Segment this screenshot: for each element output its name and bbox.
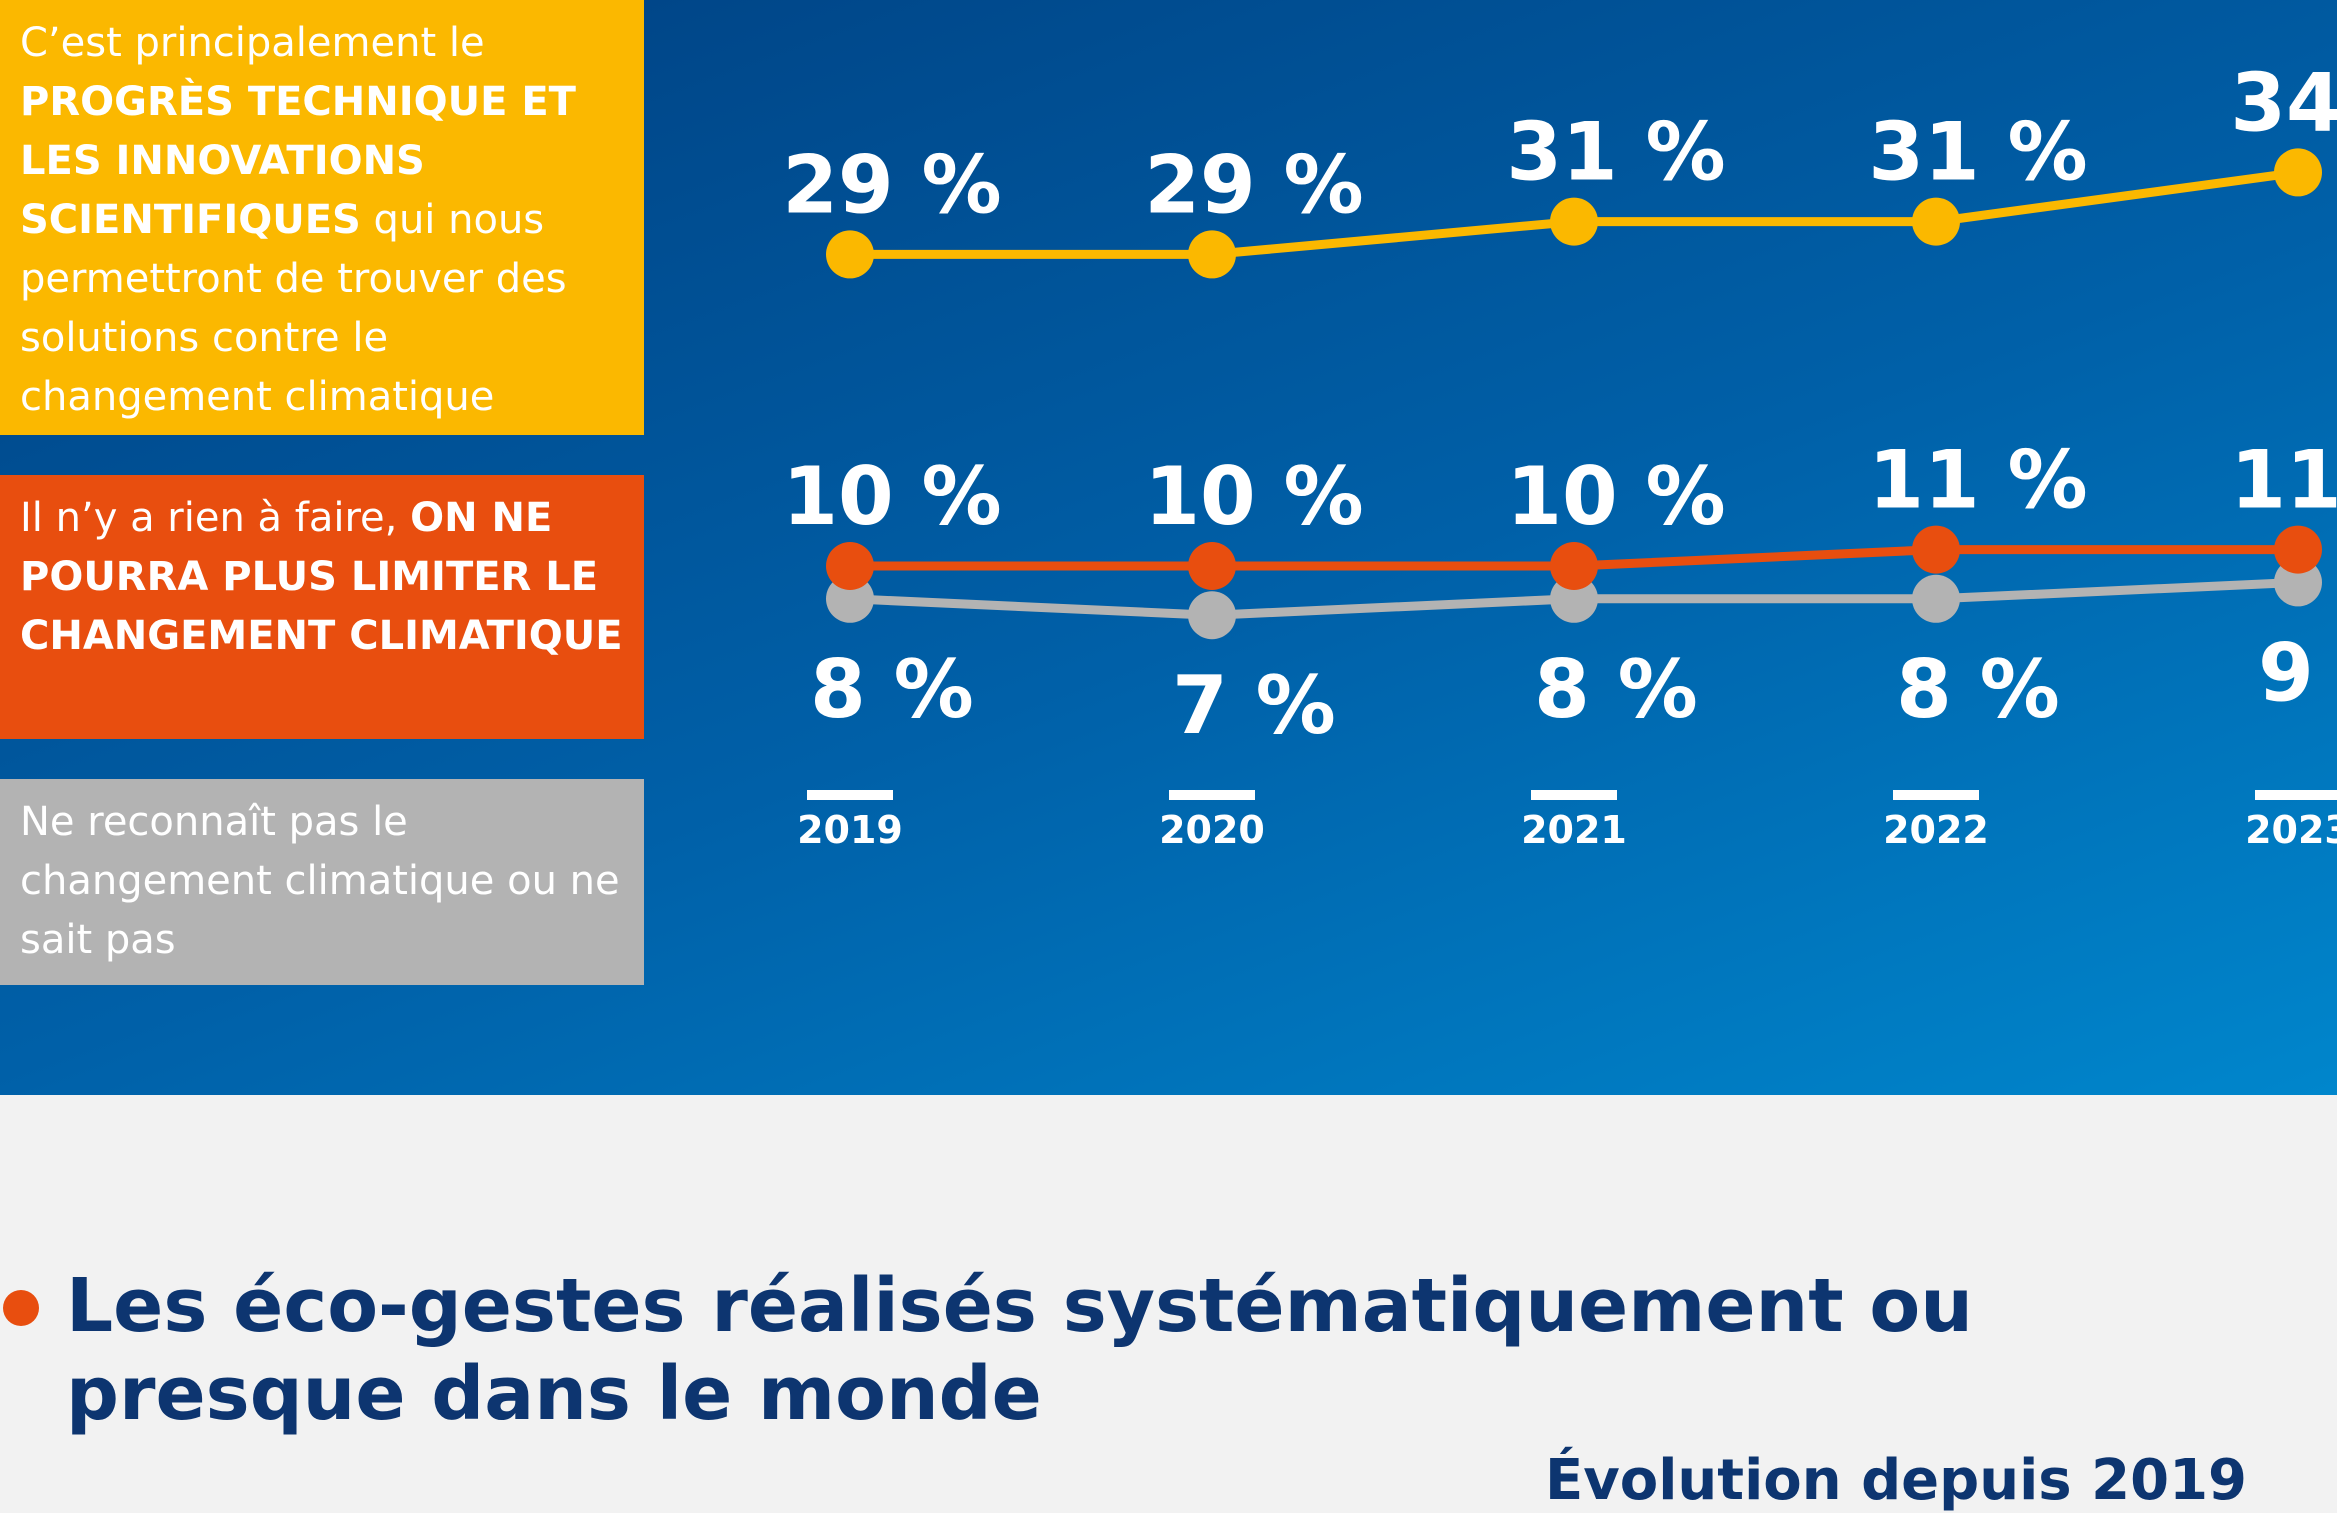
x-tick (807, 790, 893, 800)
data-label: 8 % (1896, 643, 2060, 736)
point (826, 542, 874, 590)
data-label: 11 % (1868, 434, 2087, 527)
data-label: 10 % (782, 450, 1001, 543)
section-title: Les éco-gestes réalisés systématiquement… (66, 1263, 1973, 1437)
legend-entry: Il n’y a rien à faire, ON NE POURRA PLUS… (0, 475, 644, 739)
x-tick-label: 2019 (797, 808, 903, 852)
data-label: 31 % (1868, 106, 2087, 199)
data-label: 10 % (1506, 450, 1725, 543)
x-tick (1531, 790, 1617, 800)
bullet (3, 1290, 39, 1326)
chart: 2019 2020 2021 2022 2023 8 % 7 % 8 % 8 % 9 % 10 % 1… (782, 56, 2337, 852)
data-label: 11 % (2230, 434, 2337, 527)
point (1912, 197, 1960, 246)
legend-text: C’est principalement le (20, 20, 485, 66)
legend-text: Il n’y a rien à faire, (20, 495, 411, 541)
point (826, 574, 874, 623)
x-tick (1893, 790, 1979, 800)
data-label: 34 % (2230, 56, 2337, 149)
legend-text: Ne reconnaît pas le changement climatiqu… (20, 799, 620, 963)
legend-entry: Ne reconnaît pas le changement climatiqu… (0, 779, 644, 985)
point (2274, 558, 2322, 607)
data-label: 8 % (1534, 643, 1698, 736)
data-label: 29 % (1144, 138, 1363, 231)
legend-text: PROGRÈS TECHNIQUE ET LES INNOVATIONS SCI… (20, 79, 576, 243)
data-label: 10 % (1144, 450, 1363, 543)
legend-text: ON NE POURRA PLUS LIMITER LE CHANGEMENT … (20, 495, 623, 659)
point (1188, 230, 1236, 279)
data-label: 29 % (782, 138, 1001, 231)
point (2274, 148, 2322, 197)
point (1550, 197, 1598, 246)
legend-text: qui nous permettront de trouver des solu… (20, 197, 567, 420)
point (826, 230, 874, 279)
section-subtitle: Évolution depuis 2019 (1545, 1448, 2247, 1513)
x-tick (1169, 790, 1255, 800)
x-tick-label: 2020 (1159, 808, 1265, 852)
data-label: 7 % (1172, 659, 1336, 752)
point (1188, 542, 1236, 590)
data-label: 31 % (1506, 106, 1725, 199)
point (1188, 591, 1236, 640)
point (1912, 574, 1960, 623)
point (1550, 574, 1598, 623)
data-label: 8 % (810, 643, 974, 736)
x-tick-label: 2021 (1521, 808, 1627, 852)
data-label: 9 % (2258, 626, 2337, 719)
point (1550, 542, 1598, 590)
x-tick (2255, 790, 2337, 800)
legend-entry: C’est principalement le PROGRÈS TECHNIQU… (0, 0, 644, 435)
x-tick-label: 2023 (2245, 808, 2337, 852)
point (1912, 525, 1960, 574)
x-tick-label: 2022 (1883, 808, 1989, 852)
point (2274, 525, 2322, 574)
